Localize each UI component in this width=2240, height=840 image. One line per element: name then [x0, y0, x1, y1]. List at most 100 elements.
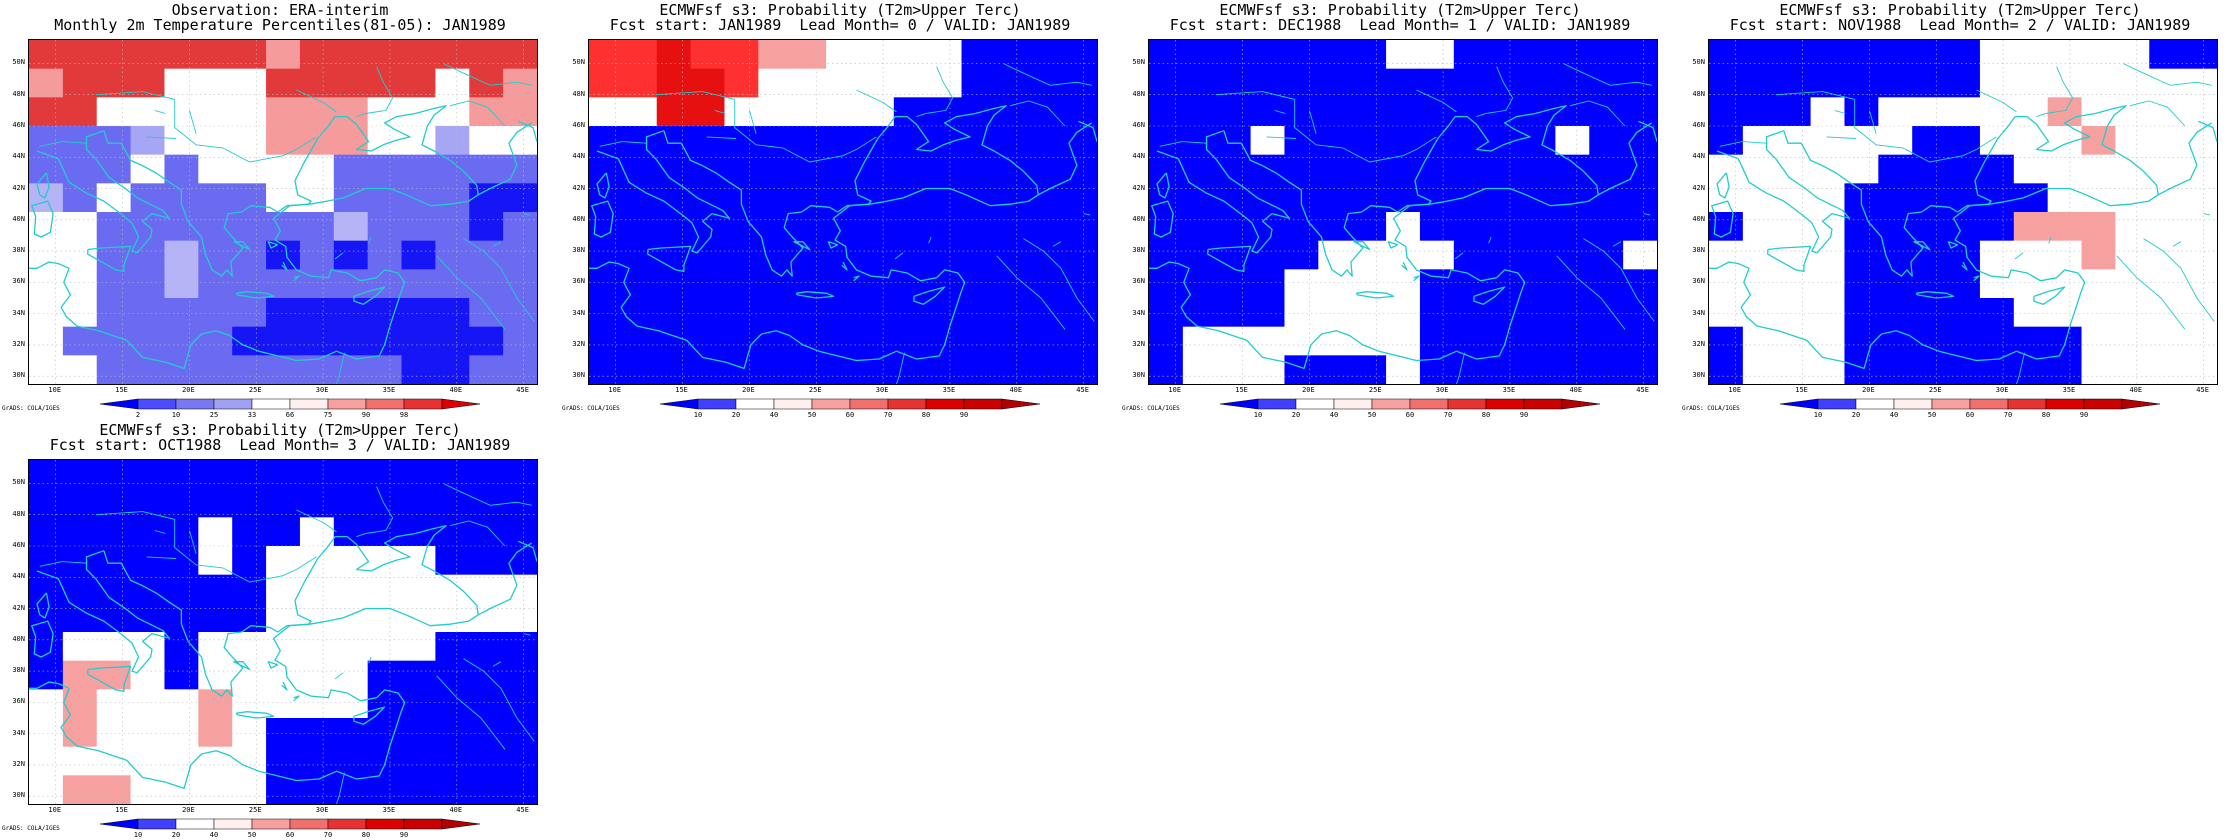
grads-credit: GrADS: COLA/IGES	[2, 405, 60, 412]
grid-cell	[622, 183, 658, 213]
grid-cell	[2047, 68, 2083, 98]
grid-cell	[2081, 154, 2116, 184]
colorbar-swatch	[175, 398, 215, 410]
grid-cell	[469, 126, 504, 156]
grid-cell	[1623, 154, 1657, 184]
grid-cell	[1844, 269, 1879, 299]
grid-cell	[927, 154, 963, 184]
grid-cell	[1029, 97, 1064, 127]
grid-cell	[656, 154, 692, 184]
grid-cell	[164, 574, 199, 604]
grid-cell	[29, 517, 64, 547]
grid-cell	[469, 574, 504, 604]
grid-cell	[2013, 126, 2049, 156]
grid-cell	[164, 240, 199, 270]
grid-cell	[961, 355, 996, 384]
grid-cell	[1844, 212, 1879, 242]
grid-cell	[2047, 40, 2083, 70]
colorbar-label: 70	[323, 831, 333, 839]
grid-cell	[333, 517, 369, 547]
lon-label: 25E	[808, 386, 822, 394]
grid-cell	[29, 68, 64, 98]
grid-cell	[333, 660, 369, 690]
grid-cell	[130, 574, 166, 604]
grid-cell	[435, 632, 470, 662]
grid-cell	[29, 603, 64, 633]
grid-cell	[1912, 212, 1947, 242]
lon-label: 20E	[1302, 386, 1315, 394]
grid-cell	[96, 97, 132, 127]
colorbar-swatch	[1333, 398, 1373, 410]
grid-cell	[503, 355, 537, 384]
grid-cell	[826, 326, 861, 356]
grid-cell	[1453, 212, 1489, 242]
grid-cell	[164, 460, 199, 490]
grid-cell	[1742, 97, 1778, 127]
grid-cell	[1453, 68, 1489, 98]
grid-cell	[333, 574, 369, 604]
grid-cell	[1946, 68, 1981, 98]
grid-cell	[1487, 183, 1523, 213]
grid-cell	[29, 632, 64, 662]
grid-cell	[435, 240, 470, 270]
grid-cell	[1878, 269, 1913, 299]
grid-cell	[1912, 183, 1947, 213]
grid-cell	[62, 240, 98, 270]
grid-cell	[29, 298, 64, 328]
grid-cell	[96, 632, 132, 662]
grid-cell	[503, 603, 537, 633]
lat-label: 40N	[1132, 214, 1145, 223]
graticule	[589, 40, 1097, 384]
colorbar-label: 80	[2041, 411, 2051, 419]
grid-cell	[1318, 269, 1353, 299]
grid-cell	[1844, 298, 1879, 328]
panel-title-line2: Fcst start: NOV1988 Lead Month= 2 / VALI…	[1729, 16, 2191, 34]
grid-cell	[232, 546, 267, 576]
grid-cell	[1810, 269, 1846, 299]
grid-cell	[62, 68, 98, 98]
grid-cell	[198, 355, 233, 384]
grid-cell	[2047, 326, 2083, 356]
grid-cell	[130, 603, 166, 633]
grid-cell	[622, 97, 658, 127]
colorbar-label: 33	[247, 411, 257, 419]
lat-label: 38N	[1132, 246, 1145, 255]
grid-cell	[758, 355, 793, 384]
lon-label: 35E	[382, 386, 396, 394]
grid-cell	[130, 240, 166, 270]
grid-cell	[62, 632, 98, 662]
lon-label: 15E	[1795, 386, 1808, 394]
colorbar-swatch	[1219, 398, 1259, 410]
grid-cell	[1555, 355, 1590, 384]
colorbar-label: 50	[807, 411, 817, 419]
lat-label: 46N	[1132, 121, 1145, 129]
colorbar-swatch	[289, 398, 329, 410]
grid-cell	[2047, 154, 2083, 184]
grid-cell	[1521, 154, 1556, 184]
grid-cell	[401, 689, 436, 719]
grid-cell	[469, 97, 504, 127]
grid-cell	[1029, 212, 1064, 242]
grid-cell	[1063, 240, 1097, 270]
grid-cell	[893, 183, 929, 213]
grid-cell	[961, 40, 996, 70]
grid-cell	[2183, 40, 2217, 70]
lat-label: 30N	[12, 791, 25, 800]
grid-cell	[198, 68, 233, 98]
grid-cell	[96, 269, 132, 299]
grid-cell	[503, 574, 537, 604]
grid-cell	[656, 355, 692, 384]
grid-cell	[1742, 326, 1778, 356]
colorbar-swatch	[1295, 398, 1335, 410]
grid-cell	[859, 97, 895, 127]
grid-cell	[1979, 298, 2015, 328]
grid-cell	[1284, 298, 1319, 328]
grid-cell	[1742, 126, 1778, 156]
grid-cell	[2115, 183, 2150, 213]
grid-cell	[29, 546, 64, 576]
grid-cell	[1946, 97, 1981, 127]
lat-label: 34N	[12, 728, 25, 737]
colorbar-label: 90	[2079, 411, 2089, 419]
grid-cell	[1946, 154, 1981, 184]
grid-cell	[1912, 97, 1947, 127]
